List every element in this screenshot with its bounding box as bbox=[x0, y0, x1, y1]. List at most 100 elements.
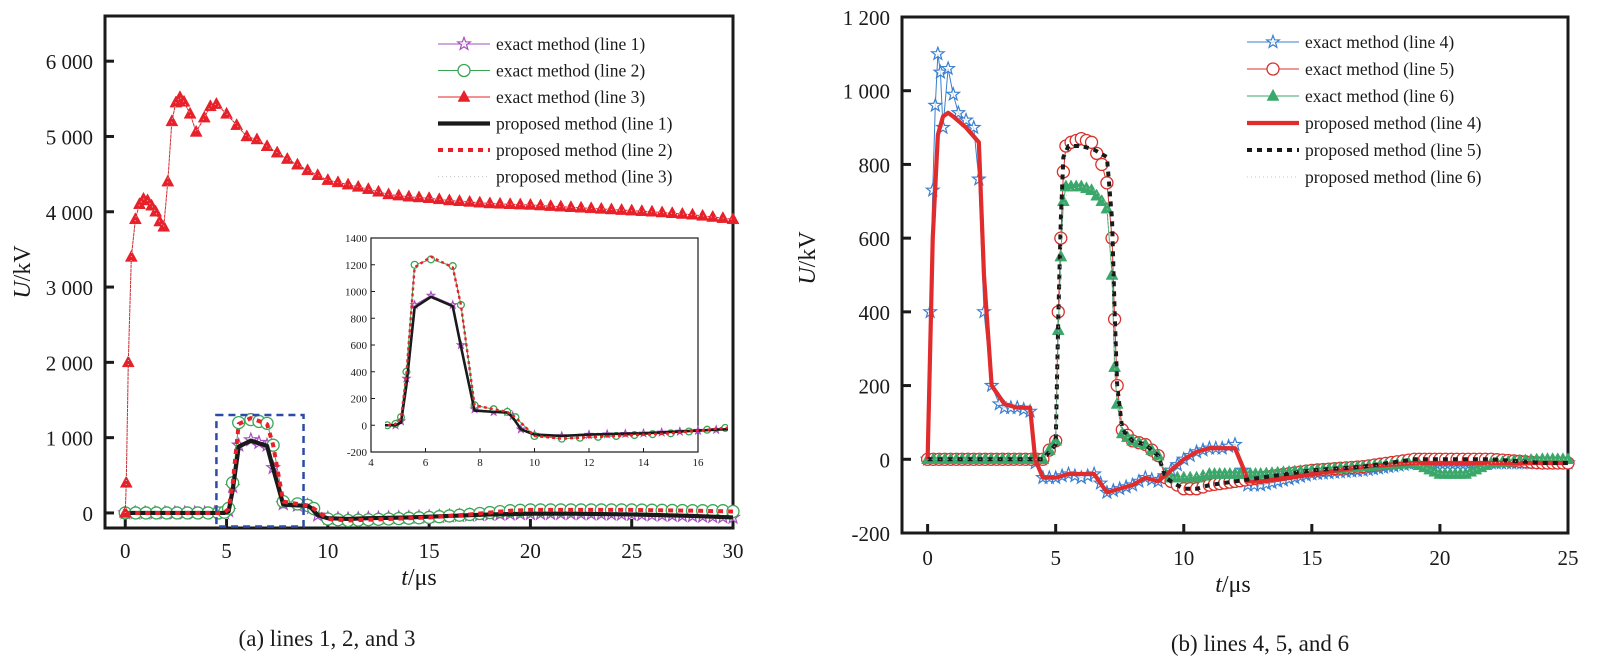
legend: exact method (line 1) exact method (line … bbox=[438, 34, 673, 187]
legend-entry: proposed method (line 3) bbox=[438, 167, 673, 187]
series-marker bbox=[149, 204, 163, 217]
x-tick-label: 20 bbox=[520, 539, 541, 563]
y-tick-label: 3 000 bbox=[46, 276, 93, 300]
series-marker bbox=[858, 417, 865, 424]
y-tick-label: 1 000 bbox=[843, 80, 890, 104]
series-inset-2 bbox=[385, 295, 728, 438]
y-axis-label: U/kV bbox=[795, 231, 821, 285]
x-axis-label: t/μs bbox=[401, 565, 437, 591]
series-marker bbox=[291, 157, 304, 170]
series-marker bbox=[976, 303, 992, 319]
inset-x-tick-label: 6 bbox=[423, 457, 429, 469]
series-marker bbox=[927, 97, 944, 113]
series-marker bbox=[161, 174, 175, 187]
series-marker bbox=[128, 212, 142, 225]
frame bbox=[103, 14, 735, 530]
series-marker bbox=[945, 86, 962, 102]
series-marker bbox=[675, 206, 689, 219]
series-2 bbox=[118, 90, 740, 518]
legend-marker bbox=[1266, 88, 1280, 101]
series-marker bbox=[453, 194, 466, 206]
series-marker bbox=[1076, 419, 1083, 426]
legend-entry: proposed method (line 1) bbox=[438, 114, 673, 134]
series-marker bbox=[1001, 426, 1008, 433]
series-marker bbox=[706, 209, 720, 222]
series-marker bbox=[524, 197, 537, 210]
series-marker bbox=[878, 423, 885, 430]
series-marker bbox=[960, 417, 967, 424]
legend-label: exact method (line 1) bbox=[496, 34, 645, 54]
series-marker bbox=[726, 212, 740, 225]
legend-entry: exact method (line 2) bbox=[438, 61, 645, 81]
y-tick-label: 400 bbox=[859, 301, 891, 325]
series-marker bbox=[940, 60, 957, 76]
series-marker bbox=[940, 417, 947, 424]
series-marker bbox=[665, 206, 679, 219]
y-tick-label: 1 000 bbox=[46, 427, 93, 451]
series-line bbox=[927, 186, 1568, 479]
series-3 bbox=[925, 110, 1568, 495]
legend: exact method (line 4) exact method (line … bbox=[1247, 32, 1482, 187]
series-marker bbox=[785, 423, 792, 430]
series-marker bbox=[321, 422, 328, 429]
legend-label: proposed method (line 6) bbox=[1305, 167, 1482, 187]
x-axis-unit: /μs bbox=[1222, 572, 1251, 598]
series-marker bbox=[1090, 188, 1104, 201]
x-axis-var: t bbox=[1215, 572, 1223, 598]
x-tick-label: 10 bbox=[1173, 546, 1194, 570]
y-axis-var: U bbox=[795, 266, 821, 285]
series-marker bbox=[412, 190, 426, 203]
series-marker bbox=[960, 425, 967, 432]
series-marker bbox=[1095, 194, 1109, 207]
inset-y-tick-label: 1400 bbox=[345, 233, 368, 245]
series-marker bbox=[767, 424, 774, 431]
series-marker bbox=[240, 129, 254, 142]
series-marker bbox=[121, 355, 135, 368]
series-marker bbox=[935, 119, 951, 135]
inset-x-tick-label: 12 bbox=[584, 457, 595, 469]
series-marker bbox=[981, 426, 988, 433]
legend-entry: exact method (line 6) bbox=[1247, 86, 1454, 106]
x-tick-label: 15 bbox=[1301, 546, 1322, 570]
inset-x-tick-label: 10 bbox=[529, 457, 541, 469]
inset-x-tick-label: 14 bbox=[638, 457, 650, 469]
legend-marker bbox=[1266, 62, 1280, 76]
series-marker bbox=[119, 475, 133, 488]
series-marker bbox=[924, 181, 941, 198]
legend-label: proposed method (line 4) bbox=[1305, 113, 1482, 133]
x-tick-label: 5 bbox=[221, 539, 232, 563]
x-axis-unit: /μs bbox=[408, 565, 437, 591]
y-axis-label: U/kV bbox=[10, 245, 36, 299]
series-marker bbox=[321, 173, 335, 185]
series-marker bbox=[1042, 418, 1049, 425]
series-marker bbox=[919, 417, 926, 424]
series-marker bbox=[625, 203, 639, 216]
x-tick-label: 0 bbox=[120, 539, 131, 563]
x-tick-label: 5 bbox=[1050, 546, 1061, 570]
series-marker bbox=[1084, 135, 1099, 149]
chart-b: 0 5 10 15 20 25 -200 0 200 400 600 800 1 000 1 200 t/μ… bbox=[795, 6, 1579, 598]
series-marker bbox=[919, 424, 926, 431]
series-marker bbox=[1001, 418, 1008, 425]
series-marker bbox=[342, 422, 349, 429]
inset-y-tick-label: 1000 bbox=[345, 287, 368, 299]
x-tick-label: 0 bbox=[922, 546, 933, 570]
series-marker bbox=[950, 104, 967, 120]
series-marker bbox=[822, 417, 829, 424]
series-line bbox=[927, 144, 1568, 491]
series-marker bbox=[1058, 429, 1065, 436]
series-marker bbox=[382, 187, 396, 200]
x-axis-var: t bbox=[401, 565, 409, 591]
legend-entry: exact method (line 3) bbox=[438, 87, 645, 107]
series-marker bbox=[301, 163, 314, 176]
series-marker bbox=[165, 114, 179, 127]
series-marker bbox=[422, 191, 436, 203]
y-tick-label: 800 bbox=[859, 153, 891, 177]
legend-entry: proposed method (line 5) bbox=[1247, 140, 1482, 160]
series-marker bbox=[402, 189, 416, 202]
y-tick-label: 2 000 bbox=[46, 351, 93, 375]
series-marker bbox=[347, 422, 354, 429]
series-marker bbox=[230, 118, 244, 130]
